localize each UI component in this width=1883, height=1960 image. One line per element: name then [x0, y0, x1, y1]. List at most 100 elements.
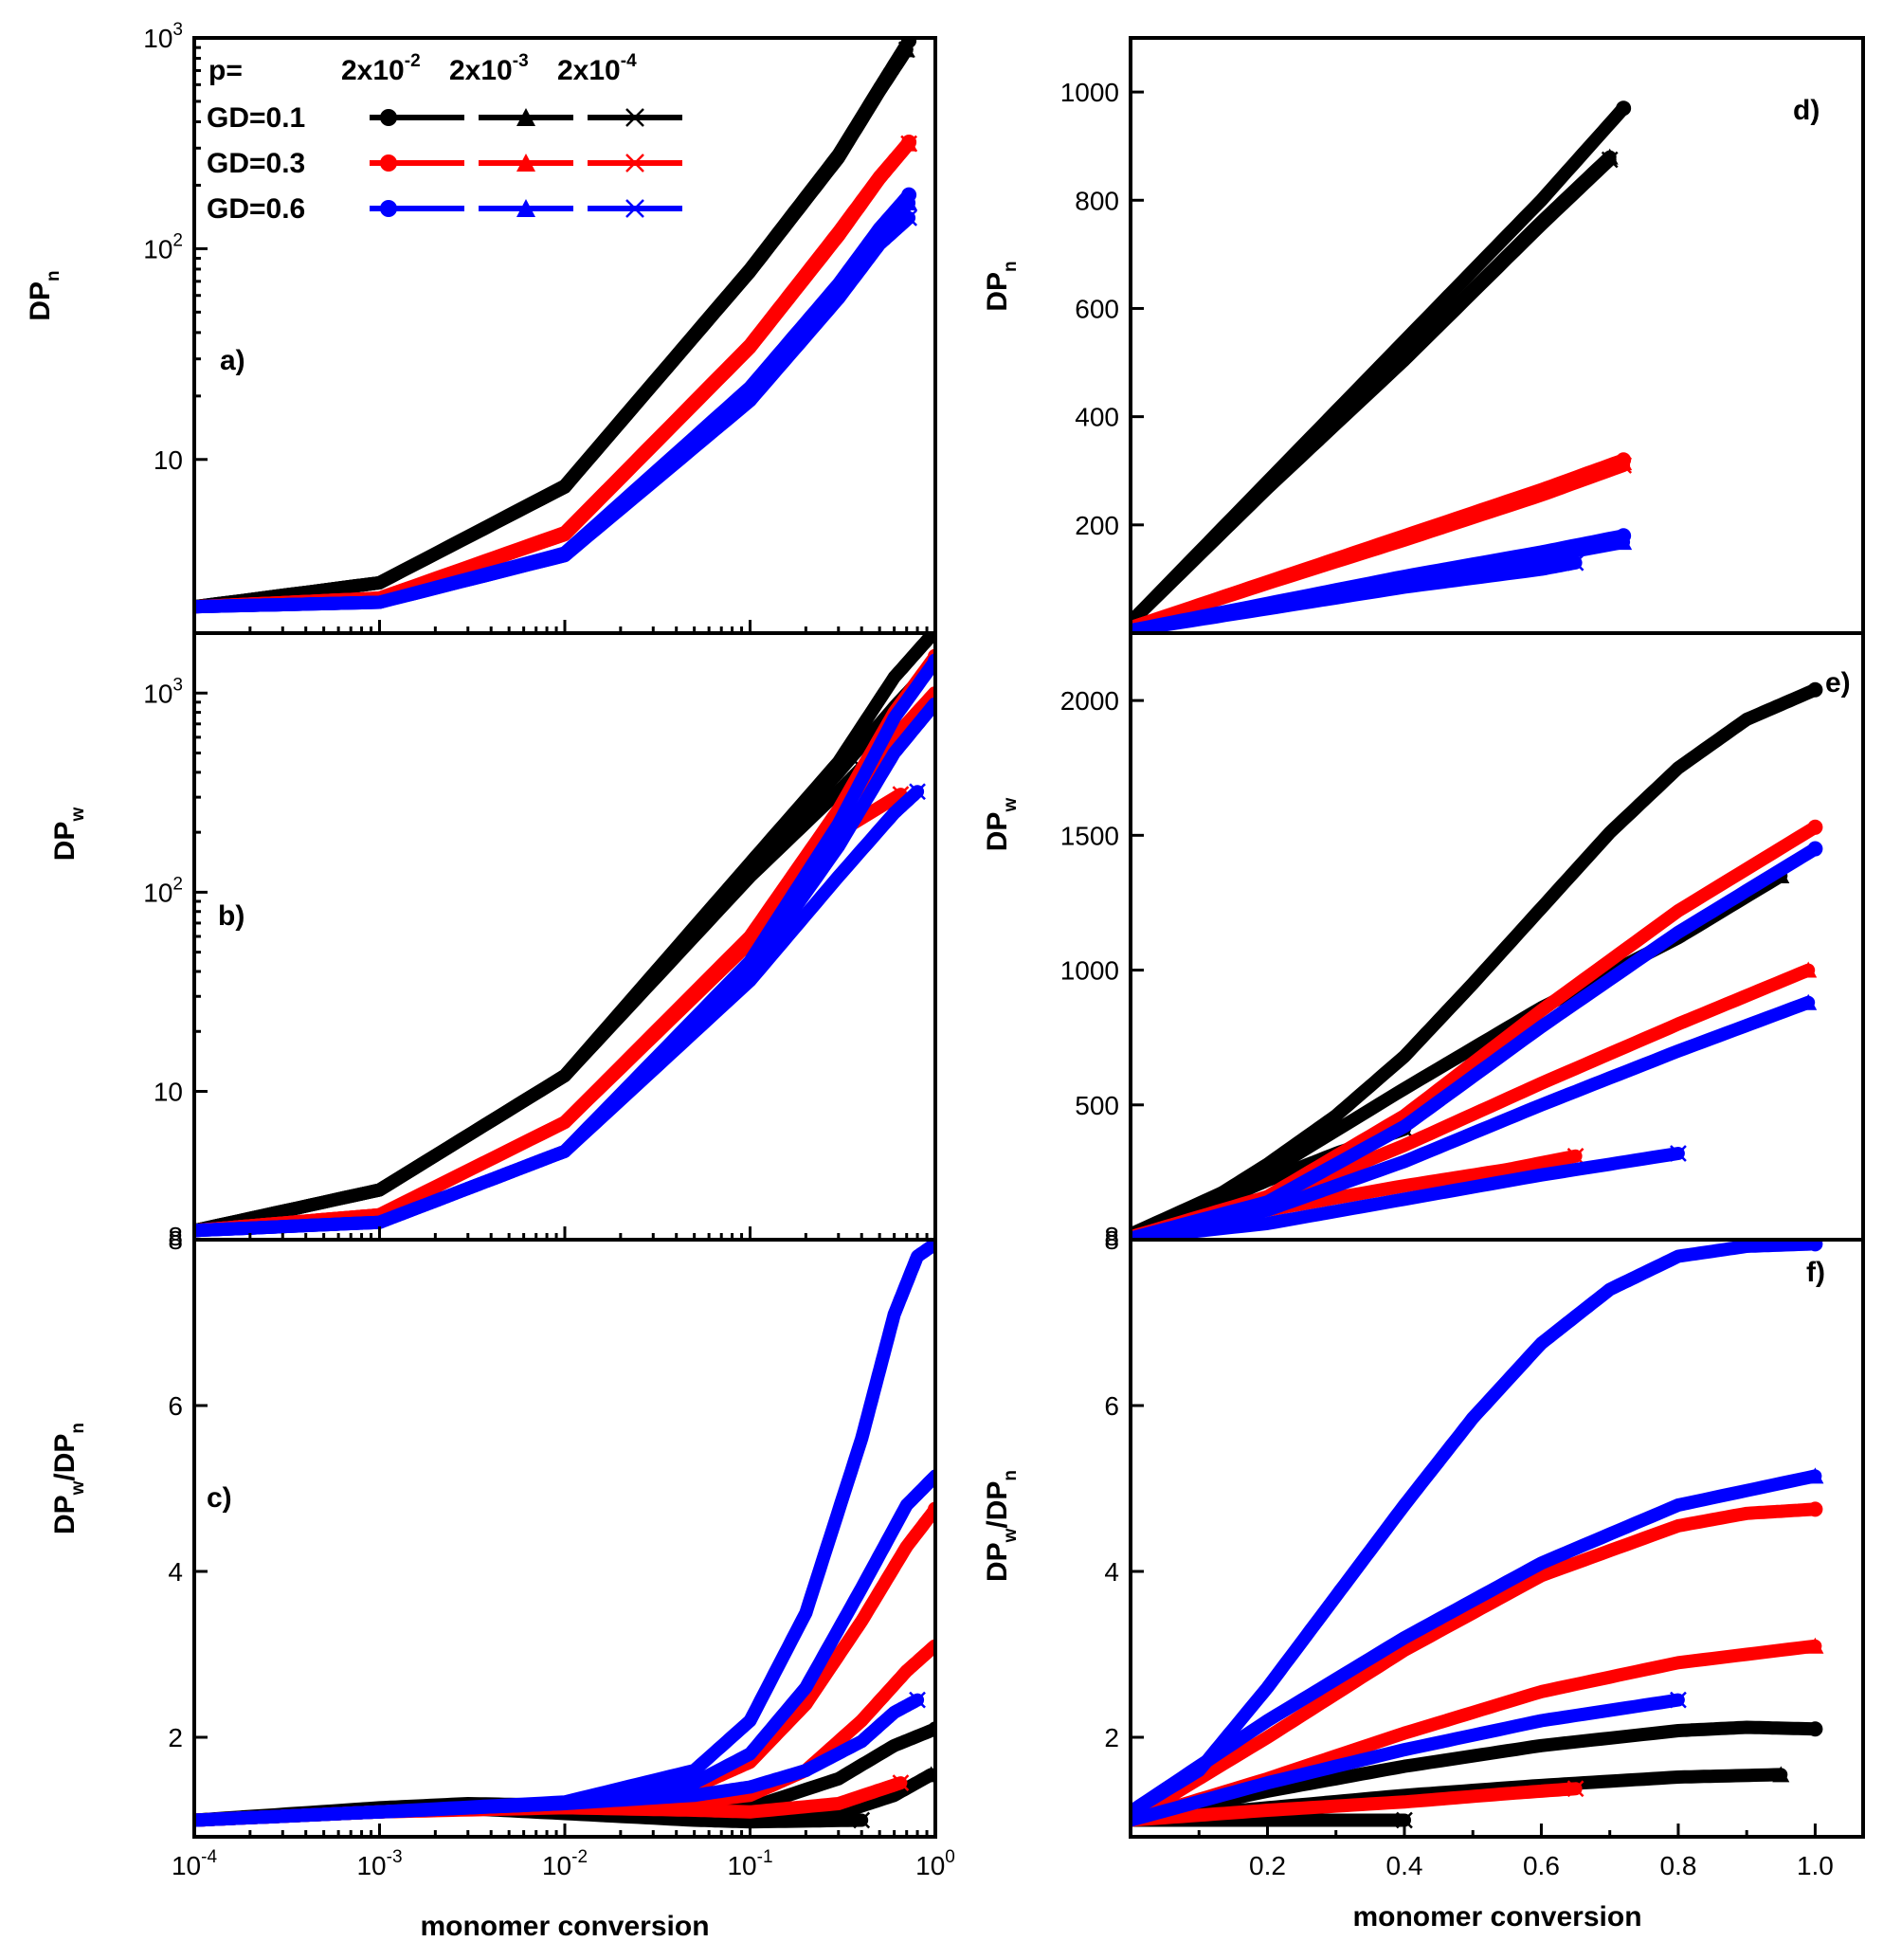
series-e-7: [1131, 995, 1816, 1240]
yticklabel-d-0: 200: [1075, 511, 1119, 540]
ylabel-b-main: DP: [49, 822, 81, 862]
series-f-0: [1131, 1720, 1822, 1827]
yticklabel-a-0: 10: [154, 445, 183, 475]
xticklabel-c-0-exp: -4: [201, 1847, 217, 1867]
yticklabel-f-3: 8: [1104, 1225, 1119, 1255]
end-marker-e-8-b: [1670, 1145, 1687, 1162]
ylabel-f: DPw/DPn: [982, 1470, 1021, 1582]
yticklabel-f-1: 4: [1104, 1557, 1119, 1587]
series-d-2: [1131, 153, 1617, 629]
legend-header: p=: [208, 55, 243, 86]
legend-p2-mant: 2x10: [449, 55, 513, 86]
yticklabel-a-2-exp: 3: [172, 20, 183, 40]
ylabel-c: DPw/DPn: [49, 1423, 88, 1534]
yticklabel-a-1-base: 10: [143, 234, 172, 263]
xticklabel-c-3-exp: -1: [757, 1847, 773, 1867]
end-marker-f-4: [1806, 1637, 1824, 1654]
end-marker-a-2: [897, 41, 915, 59]
yticklabel-b-2: 103: [143, 675, 183, 708]
ylabel-d-sub: n: [1001, 261, 1021, 272]
plot-area-c: [194, 1240, 935, 1829]
yticklabel-a-0-base: 10: [154, 445, 183, 475]
end-marker-d-0: [1616, 100, 1632, 117]
ylabel-f-sub2: n: [1001, 1470, 1021, 1481]
legend-row-gd03: GD=0.3: [207, 148, 305, 179]
panel-label-e: e): [1825, 667, 1851, 699]
yticklabel-f-0: 2: [1104, 1723, 1119, 1752]
panel-e: 500 1000 1500 2000 8: [1060, 681, 1823, 1251]
end-marker-e-4: [1800, 961, 1818, 978]
frame-d: [1129, 36, 1865, 635]
legend-marker-1-2-b: [625, 154, 644, 172]
end-marker-b-5-b: [892, 786, 910, 804]
ylabel-b: DPw: [49, 808, 88, 862]
end-marker-b-8: [909, 783, 926, 801]
end-marker-e-5-b: [1566, 1147, 1584, 1165]
legend-marker-0-0: [380, 109, 397, 126]
ylabel-e: DPw: [982, 798, 1021, 852]
end-marker-e-7: [1800, 993, 1818, 1010]
end-marker-c-5-b: [892, 1774, 910, 1792]
end-marker-e-3: [1807, 819, 1823, 835]
panel-label-d: d): [1793, 95, 1820, 126]
series-b-8: [194, 785, 925, 1238]
yticklabel-e-0: 500: [1075, 1091, 1119, 1120]
legend-marker-2-2-b: [625, 199, 644, 218]
end-marker-f-7: [1806, 1467, 1824, 1484]
legend-marker-1-2: [625, 154, 644, 172]
xticklabel-f-4: 1.0: [1797, 1851, 1834, 1880]
yticklabel-f-2: 6: [1104, 1391, 1119, 1421]
series-a-8: [194, 210, 916, 614]
xlabel-left: monomer conversion: [420, 1911, 709, 1942]
yticklabel-a-1: 102: [143, 230, 183, 263]
legend-row-gd06: GD=0.6: [207, 193, 305, 225]
xticklabel-c-4: 100: [915, 1847, 955, 1880]
xticklabel-c-1-base: 10: [356, 1851, 386, 1880]
frame-a: [192, 36, 937, 635]
end-marker-a-8-b: [900, 209, 917, 227]
end-marker-d-8-b: [1566, 554, 1584, 572]
end-marker-c-5: [892, 1774, 910, 1792]
xticklabel-f-0: 0.2: [1249, 1851, 1286, 1880]
ylabel-a: DPn: [25, 270, 63, 320]
legend-marker-2-2: [625, 199, 644, 218]
ylabel-e-sub: w: [1001, 798, 1021, 813]
end-marker-d-5: [1615, 457, 1633, 474]
legend-p3: 2x10-4: [557, 51, 637, 86]
yticklabel-b-2-exp: 3: [172, 675, 183, 695]
end-marker-d-5-b: [1615, 457, 1633, 474]
yticklabel-a-1-exp: 2: [172, 230, 183, 250]
series-b-2: [194, 761, 869, 1238]
end-marker-c-1: [922, 1766, 935, 1783]
legend-marker-0-2-b: [625, 108, 644, 127]
xticklabel-f-1: 0.4: [1386, 1851, 1423, 1880]
plot-area-f: [1131, 1240, 1824, 1829]
yticklabel-b-0-base: 10: [154, 1078, 183, 1107]
xticklabel-c-2-base: 10: [542, 1851, 571, 1880]
series-b-5: [194, 788, 908, 1238]
end-marker-f-0: [1807, 1721, 1823, 1737]
series-f-8: [1131, 1693, 1685, 1827]
series-b-0: [194, 633, 935, 1238]
end-marker-c-8-b: [909, 1691, 926, 1709]
end-marker-f-5: [1566, 1780, 1584, 1798]
end-marker-f-8: [1670, 1691, 1687, 1709]
ylabel-d: DPn: [982, 261, 1021, 311]
yticklabel-d-3: 800: [1075, 186, 1119, 215]
plot-area-e: [1131, 681, 1823, 1240]
xticklabel-f-3: 0.8: [1659, 1851, 1696, 1880]
end-marker-c-8: [909, 1691, 926, 1709]
ylabel-f-mid: /DP: [982, 1481, 1013, 1529]
end-marker-b-8-b: [909, 783, 926, 801]
legend-p1: 2x10-2: [341, 51, 421, 86]
series-f-6: [1131, 1240, 1822, 1819]
series-e-0: [1131, 682, 1822, 1240]
end-marker-d-2-b: [1601, 151, 1619, 169]
yticklabel-b-1-exp: 2: [172, 874, 183, 894]
legend-p2-exp: -3: [513, 51, 529, 71]
series-e-8: [1131, 1147, 1685, 1240]
panel-f: 2 4 6 8 0.2 0.4 0.6 0.8 1.0: [1104, 1225, 1833, 1880]
